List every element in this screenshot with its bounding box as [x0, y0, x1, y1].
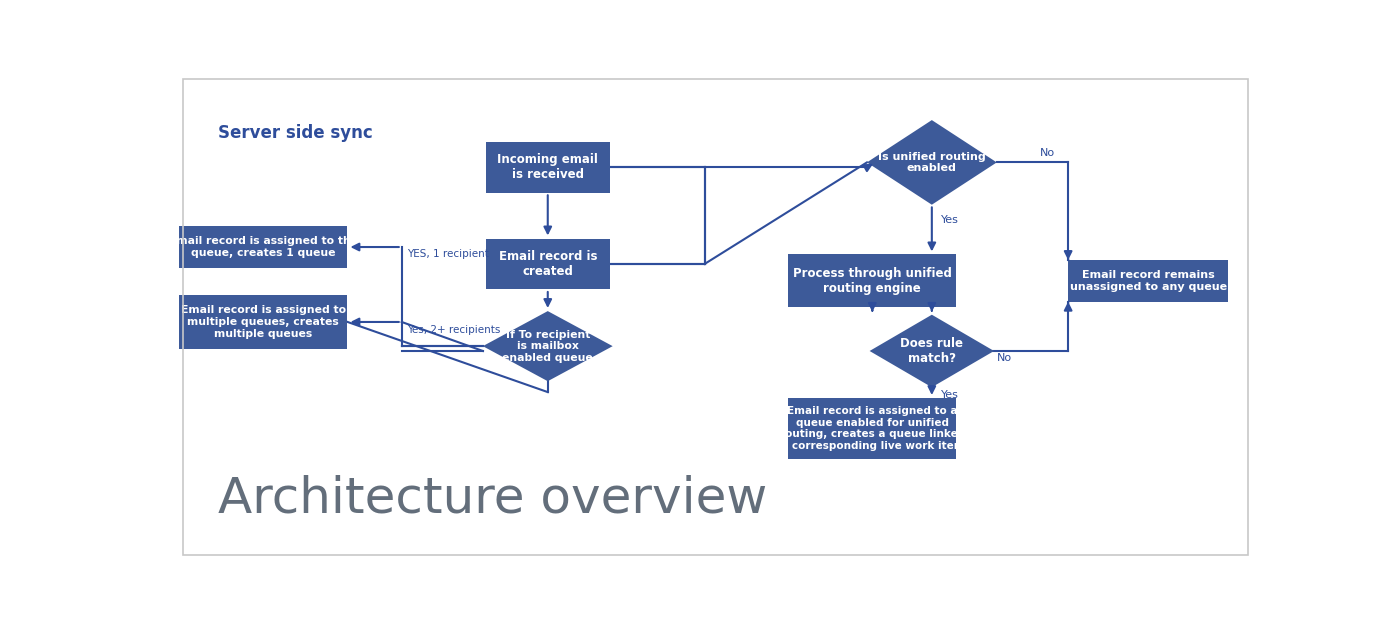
FancyBboxPatch shape [486, 142, 610, 193]
FancyBboxPatch shape [1068, 259, 1228, 302]
Text: Architecture overview: Architecture overview [218, 475, 766, 522]
Text: Yes: Yes [941, 215, 959, 225]
Text: YES, 1 recipient: YES, 1 recipient [408, 249, 489, 259]
Text: No: No [997, 353, 1012, 363]
FancyBboxPatch shape [179, 225, 348, 268]
Text: Does rule
match?: Does rule match? [900, 337, 963, 365]
FancyBboxPatch shape [789, 254, 956, 308]
FancyBboxPatch shape [486, 239, 610, 290]
Text: Incoming email
is received: Incoming email is received [497, 153, 599, 181]
Text: Process through unified
routing engine: Process through unified routing engine [793, 267, 952, 295]
Polygon shape [483, 311, 613, 381]
Text: Email record is assigned to
multiple queues, creates
multiple queues: Email record is assigned to multiple que… [180, 305, 346, 338]
Text: Email record is assigned to the
queue, creates 1 queue: Email record is assigned to the queue, c… [169, 236, 357, 258]
FancyBboxPatch shape [179, 295, 348, 349]
Text: Email record is assigned to a
queue enabled for unified
routing, creates a queue: Email record is assigned to a queue enab… [776, 406, 969, 451]
Text: No: No [1040, 148, 1055, 158]
FancyBboxPatch shape [789, 398, 956, 458]
Text: Is unified routing
enabled: Is unified routing enabled [878, 151, 986, 173]
Polygon shape [867, 120, 997, 205]
Text: If To recipient
is mailbox
enabled queue: If To recipient is mailbox enabled queue [503, 330, 593, 363]
Text: Email record remains
unassigned to any queue: Email record remains unassigned to any q… [1069, 270, 1227, 291]
Polygon shape [870, 315, 994, 387]
Text: Yes, 2+ recipients: Yes, 2+ recipients [408, 325, 501, 335]
Text: Email record is
created: Email record is created [498, 250, 597, 278]
Text: Server side sync: Server side sync [218, 124, 373, 142]
Text: Yes: Yes [941, 391, 959, 401]
